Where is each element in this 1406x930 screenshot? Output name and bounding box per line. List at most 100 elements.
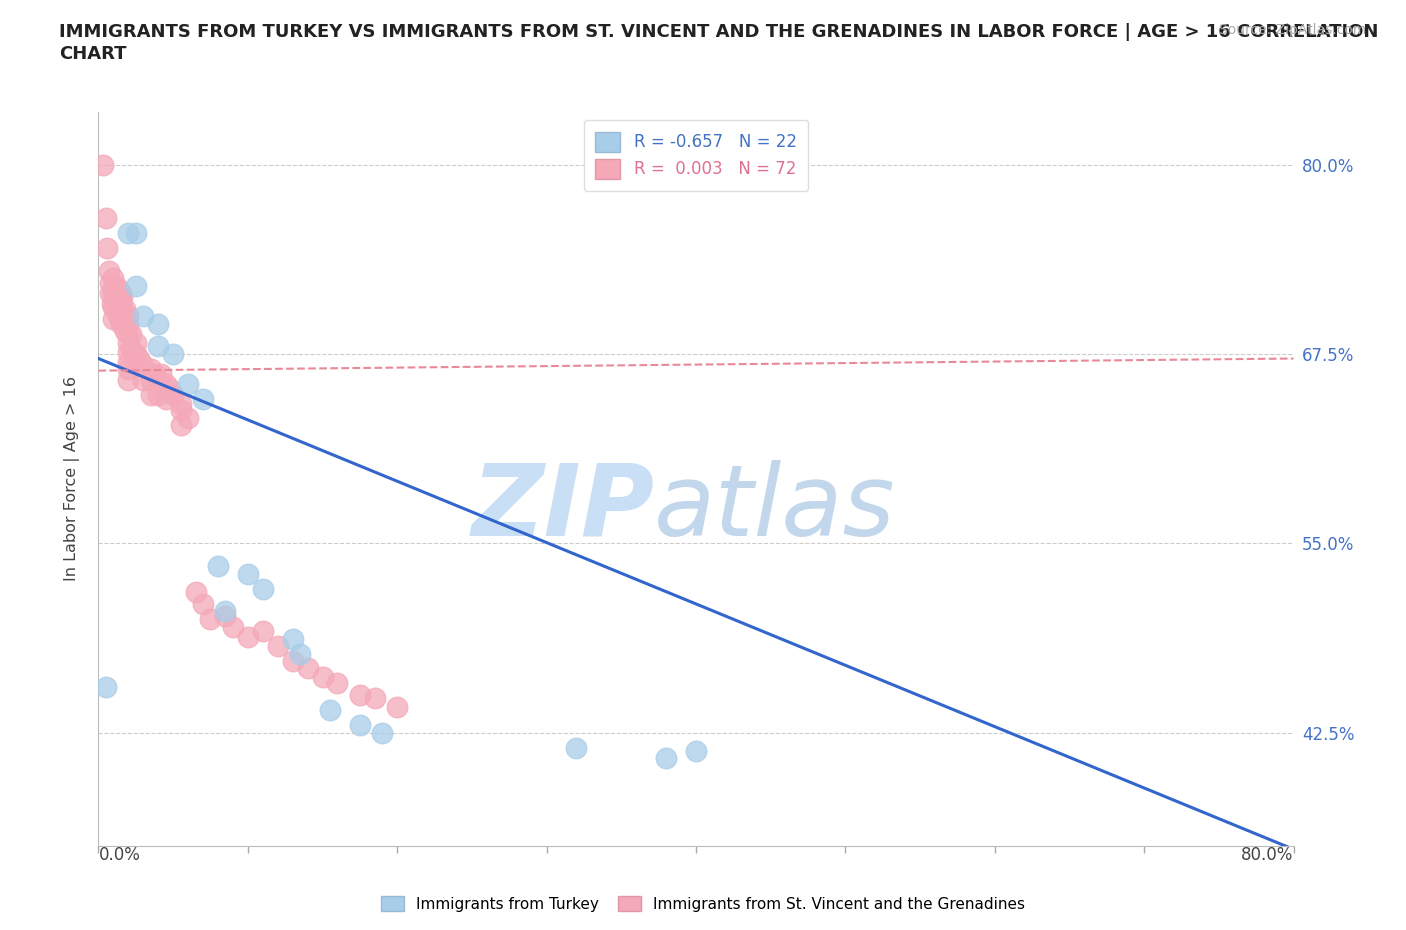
Point <box>117 362 139 377</box>
Point <box>214 608 236 623</box>
Point <box>214 604 236 619</box>
Point <box>105 278 128 293</box>
Point <box>565 740 588 755</box>
Point <box>98 286 122 300</box>
Point <box>111 312 134 326</box>
Point <box>297 660 319 675</box>
Point <box>111 290 134 305</box>
Point <box>252 581 274 596</box>
Point <box>311 670 333 684</box>
Point <box>169 396 191 411</box>
Point <box>139 388 162 403</box>
Point <box>132 372 155 387</box>
Point <box>349 687 371 702</box>
Point <box>97 263 120 278</box>
Point <box>148 388 170 403</box>
Point <box>110 286 132 300</box>
Point <box>162 388 184 403</box>
Point <box>111 301 134 316</box>
Point <box>117 316 139 331</box>
Point <box>281 631 304 646</box>
Point <box>117 225 139 240</box>
Point <box>150 366 173 381</box>
Point <box>128 352 150 366</box>
Point <box>207 559 229 574</box>
Point <box>107 294 129 309</box>
Point <box>281 654 304 669</box>
Point <box>252 624 274 639</box>
Text: IMMIGRANTS FROM TURKEY VS IMMIGRANTS FROM ST. VINCENT AND THE GRENADINES IN LABO: IMMIGRANTS FROM TURKEY VS IMMIGRANTS FRO… <box>59 23 1378 41</box>
Point <box>162 347 184 362</box>
Point <box>385 699 409 714</box>
Point <box>91 157 114 172</box>
Point <box>110 294 132 309</box>
Point <box>117 372 139 387</box>
Point <box>94 680 117 695</box>
Point <box>177 377 200 392</box>
Text: atlas: atlas <box>654 459 896 557</box>
Point <box>117 345 139 360</box>
Point <box>132 357 155 372</box>
Point <box>110 306 132 321</box>
Point <box>169 403 191 418</box>
Point <box>117 336 139 351</box>
Legend: R = -0.657   N = 22, R =  0.003   N = 72: R = -0.657 N = 22, R = 0.003 N = 72 <box>583 120 808 191</box>
Point <box>125 225 148 240</box>
Point <box>103 286 125 300</box>
Point <box>114 312 136 326</box>
Point <box>114 324 136 339</box>
Point <box>120 326 142 341</box>
Point <box>267 639 290 654</box>
Point <box>222 619 245 634</box>
Text: 80.0%: 80.0% <box>1241 846 1294 864</box>
Text: 0.0%: 0.0% <box>98 846 141 864</box>
Point <box>191 596 214 611</box>
Text: CHART: CHART <box>59 45 127 62</box>
Point <box>103 312 125 326</box>
Point <box>98 275 122 290</box>
Legend: Immigrants from Turkey, Immigrants from St. Vincent and the Grenadines: Immigrants from Turkey, Immigrants from … <box>375 889 1031 918</box>
Point <box>349 718 371 733</box>
Point <box>169 418 191 432</box>
Point <box>103 299 125 314</box>
Point <box>117 354 139 369</box>
Point <box>191 392 214 406</box>
Point <box>120 342 142 357</box>
Point <box>103 271 125 286</box>
Point <box>319 702 342 717</box>
Point <box>236 630 259 644</box>
Point <box>177 410 200 425</box>
Point <box>139 362 162 377</box>
Point <box>96 241 118 256</box>
Point <box>125 336 148 351</box>
Point <box>94 210 117 225</box>
Point <box>105 294 128 309</box>
Point <box>364 690 387 705</box>
Point <box>148 339 170 353</box>
Point <box>155 377 177 392</box>
Point <box>655 751 678 766</box>
Point <box>155 392 177 406</box>
Point <box>101 297 124 312</box>
Point <box>117 326 139 341</box>
Point <box>117 309 139 324</box>
Point <box>184 584 207 599</box>
Point <box>139 372 162 387</box>
Point <box>236 566 259 581</box>
Point <box>125 357 148 372</box>
Point <box>148 316 170 331</box>
Y-axis label: In Labor Force | Age > 16: In Labor Force | Age > 16 <box>63 377 80 581</box>
Point <box>200 612 222 627</box>
Point <box>107 309 129 324</box>
Text: ZIP: ZIP <box>471 459 654 557</box>
Point <box>143 366 166 381</box>
Point <box>685 743 707 758</box>
Point <box>159 381 181 396</box>
Point <box>148 372 170 387</box>
Point <box>125 347 148 362</box>
Point <box>326 675 349 690</box>
Text: Source: ZipAtlas.com: Source: ZipAtlas.com <box>1219 23 1367 37</box>
Point <box>107 282 129 297</box>
Point <box>125 278 148 293</box>
Point <box>114 301 136 316</box>
